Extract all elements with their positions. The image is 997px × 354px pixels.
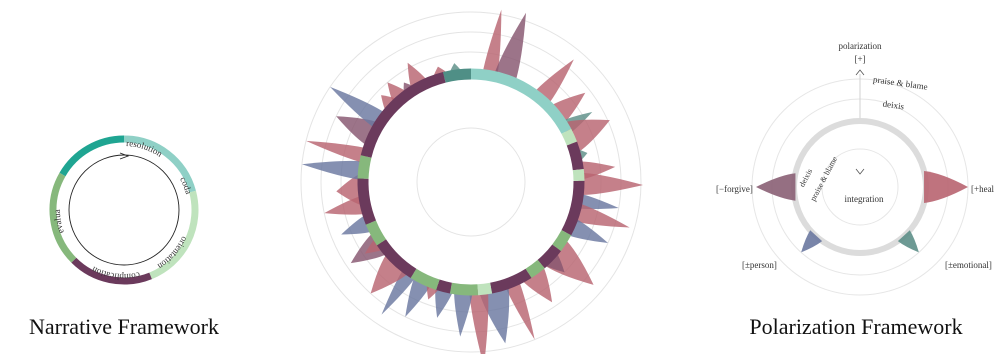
polarization-axis-title: polarization (839, 41, 882, 51)
narrative-segment-complication (149, 190, 199, 280)
ring-segment (525, 259, 545, 279)
direction-arrow-icon (119, 152, 130, 160)
axis-label-forgive: [−forgive] (716, 184, 753, 194)
spike-emotional (897, 230, 919, 253)
spike (370, 251, 411, 294)
spike-person (801, 230, 823, 253)
spike (330, 86, 388, 130)
spike (541, 249, 565, 273)
spike-layer (301, 9, 643, 354)
polarization-caption: Polarization Framework (749, 314, 962, 339)
narrative-segment-evaluation (71, 257, 152, 285)
middle-ring (357, 68, 585, 296)
ring-segment (436, 279, 452, 294)
ring-segment (449, 282, 479, 296)
inner-hole (416, 127, 526, 237)
spike (504, 279, 535, 340)
ring-segment (357, 178, 377, 225)
ring-segment (360, 72, 446, 158)
ring-segment (477, 282, 493, 296)
svg-text:coda: coda (178, 175, 194, 195)
axis-label-heal: [+heal (971, 184, 995, 194)
ring-segment (572, 169, 585, 181)
spike (532, 59, 574, 106)
spike-forgive (756, 173, 796, 201)
ring-segment (552, 230, 572, 252)
polarization-plus-label: [+] (854, 54, 865, 64)
ring-segment (357, 155, 372, 179)
label-praise-blame-outer: praise & blame (872, 74, 928, 92)
spike (454, 288, 473, 337)
ring-segment (489, 268, 532, 294)
up-arrow-icon (855, 69, 865, 76)
label-deixis-outer: deixis (882, 99, 905, 112)
spike (306, 140, 369, 164)
narrative-segment-orientation (123, 135, 196, 193)
spike (571, 202, 630, 228)
label-praise-blame-inner: praise & blame (808, 155, 839, 203)
narrative-framework: orientation complication evaluation reso… (0, 0, 219, 339)
axis-label-emotional: [±emotional] (945, 260, 992, 270)
ring-segment (470, 68, 572, 134)
polar-grid-inner (821, 148, 899, 226)
ring-segment (442, 68, 472, 83)
spike (301, 160, 365, 181)
spike (575, 193, 619, 210)
radial-spike-chart (300, 9, 643, 354)
ring-segment (410, 268, 440, 291)
spike (381, 267, 417, 315)
spike (578, 172, 643, 196)
axis-label-person: [±person] (742, 260, 777, 270)
polar-grid-mid (771, 98, 949, 276)
ring-segment (376, 239, 417, 279)
narrative-inner-circle (68, 154, 180, 266)
narrative-ring (49, 135, 199, 285)
ring-segment (561, 180, 585, 236)
narrative-segment-resolution (49, 172, 77, 263)
label-integration: integration (845, 194, 884, 204)
label-deixis-inner: deixis (797, 167, 814, 188)
polarization-framework: polarization [+] praise & blame deixis d… (716, 41, 995, 339)
spike (493, 12, 527, 84)
ring-segment (537, 244, 561, 269)
down-chevron-icon (855, 168, 865, 175)
ring-segment (566, 141, 584, 171)
spike (482, 9, 502, 78)
spike (469, 288, 489, 354)
grid-ring-1 (300, 11, 642, 353)
ring-segment (365, 220, 387, 246)
segment-label-coda: coda (178, 175, 194, 195)
narrative-segment-coda (59, 135, 125, 177)
ring-segment (561, 128, 578, 146)
narrative-caption: Narrative Framework (29, 314, 219, 339)
spike-heal (924, 171, 968, 203)
